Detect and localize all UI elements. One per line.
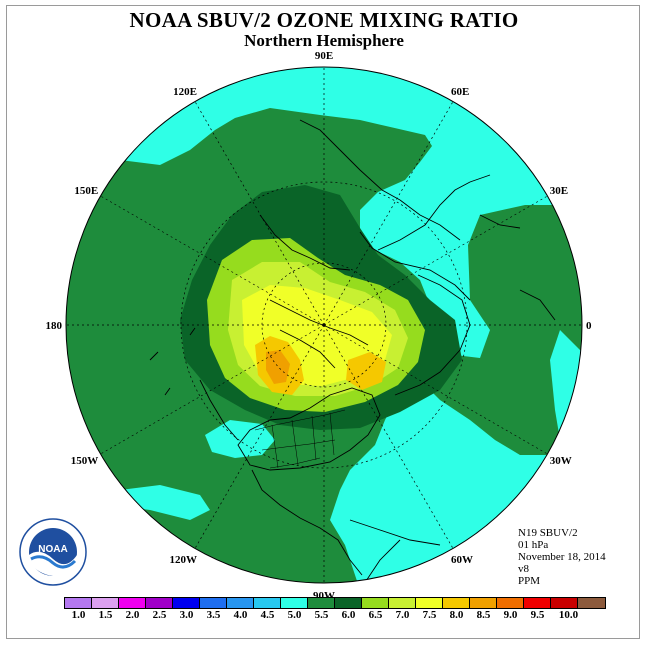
figure-frame: [6, 5, 640, 639]
color-scale-tick: 3.0: [179, 609, 194, 621]
color-scale-swatch: [227, 598, 254, 608]
color-scale-tick: 7.0: [395, 609, 410, 621]
longitude-label: 180: [46, 320, 63, 332]
info-date: November 18, 2014: [518, 551, 606, 563]
info-version: v8: [518, 563, 529, 575]
logo-text: NOAA: [38, 544, 67, 555]
longitude-label: 120E: [173, 86, 197, 98]
info-pressure-level: 01 hPa: [518, 539, 549, 551]
color-scale-swatch: [416, 598, 443, 608]
color-scale-swatch: [551, 598, 578, 608]
color-scale-swatch: [119, 598, 146, 608]
longitude-label: 30E: [550, 185, 568, 197]
color-scale-swatch: [254, 598, 281, 608]
color-scale-tick: 7.5: [422, 609, 437, 621]
longitude-label: 90E: [315, 50, 333, 62]
color-scale-swatch: [146, 598, 173, 608]
color-scale-tick: 10.0: [558, 609, 579, 621]
color-scale-tick-labels: 1.0 1.5 2.0 2.5 3.0 3.5 4.0 4.5 5.0 5.5 6.0 6.5 7.0 7…: [0, 609, 648, 623]
color-scale-tick: 8.5: [476, 609, 491, 621]
political-borders: [254, 409, 346, 469]
graticule: [66, 67, 582, 583]
map-disk-outline: [65, 66, 583, 584]
meridian-line: [323, 324, 548, 455]
longitude-label: 150E: [74, 185, 98, 197]
field-band-4-5-north: [66, 67, 582, 358]
color-scale-tick: 9.5: [530, 609, 545, 621]
color-scale-swatch: [308, 598, 335, 608]
longitude-label: 60E: [451, 86, 469, 98]
longitude-label: 30W: [550, 455, 572, 467]
color-scale-tick: 5.5: [314, 609, 329, 621]
meridian-line: [323, 324, 454, 549]
color-scale-tick: 1.5: [98, 609, 113, 621]
field-band-8-0: [266, 350, 290, 384]
color-scale-swatch: [389, 598, 416, 608]
color-scale-tick: 6.5: [368, 609, 383, 621]
noaa-logo: NOAA: [19, 518, 87, 586]
color-scale-swatch: [173, 598, 200, 608]
map-subtitle: Northern Hemisphere: [244, 31, 404, 50]
longitude-label: 60W: [451, 554, 473, 566]
color-scale-swatch: [335, 598, 362, 608]
meridian-line: [194, 101, 325, 326]
longitude-label: 0: [586, 320, 592, 332]
color-scale-swatch: [497, 598, 524, 608]
color-scale-tick: 3.5: [206, 609, 221, 621]
color-scale-swatch: [362, 598, 389, 608]
meridian-line: [100, 324, 325, 455]
color-scale-tick: 8.0: [449, 609, 464, 621]
color-scale-tick: 2.0: [125, 609, 140, 621]
map-title: NOAA SBUV/2 OZONE MIXING RATIO: [129, 8, 519, 32]
color-scale-swatch: [281, 598, 308, 608]
color-scale-swatch: [524, 598, 551, 608]
color-scale-tick: 5.0: [287, 609, 302, 621]
color-scale-tick: 4.5: [260, 609, 275, 621]
info-satellite: N19 SBUV/2: [518, 527, 578, 539]
color-scale-swatch: [578, 598, 605, 608]
color-scale-tick: 9.0: [503, 609, 518, 621]
color-scale-tick: 4.0: [233, 609, 248, 621]
info-units: PPM: [518, 575, 541, 587]
meridian-line: [100, 195, 325, 326]
color-scale-swatch: [65, 598, 92, 608]
color-scale-swatch: [443, 598, 470, 608]
meridian-line: [194, 324, 325, 549]
color-scale-swatch: [92, 598, 119, 608]
meridian-line: [323, 195, 548, 326]
meridian-line: [323, 101, 454, 326]
longitude-label: 150W: [71, 455, 99, 467]
color-scale-swatch: [470, 598, 497, 608]
color-scale-tick: 2.5: [152, 609, 167, 621]
color-scale-tick: 1.0: [71, 609, 86, 621]
color-scale-bar: [64, 597, 606, 609]
color-scale-tick: 6.0: [341, 609, 356, 621]
longitude-label: 120W: [170, 554, 198, 566]
color-scale-swatch: [200, 598, 227, 608]
product-info: N19 SBUV/2 01 hPa November 18, 2014 v8 P…: [518, 527, 606, 587]
